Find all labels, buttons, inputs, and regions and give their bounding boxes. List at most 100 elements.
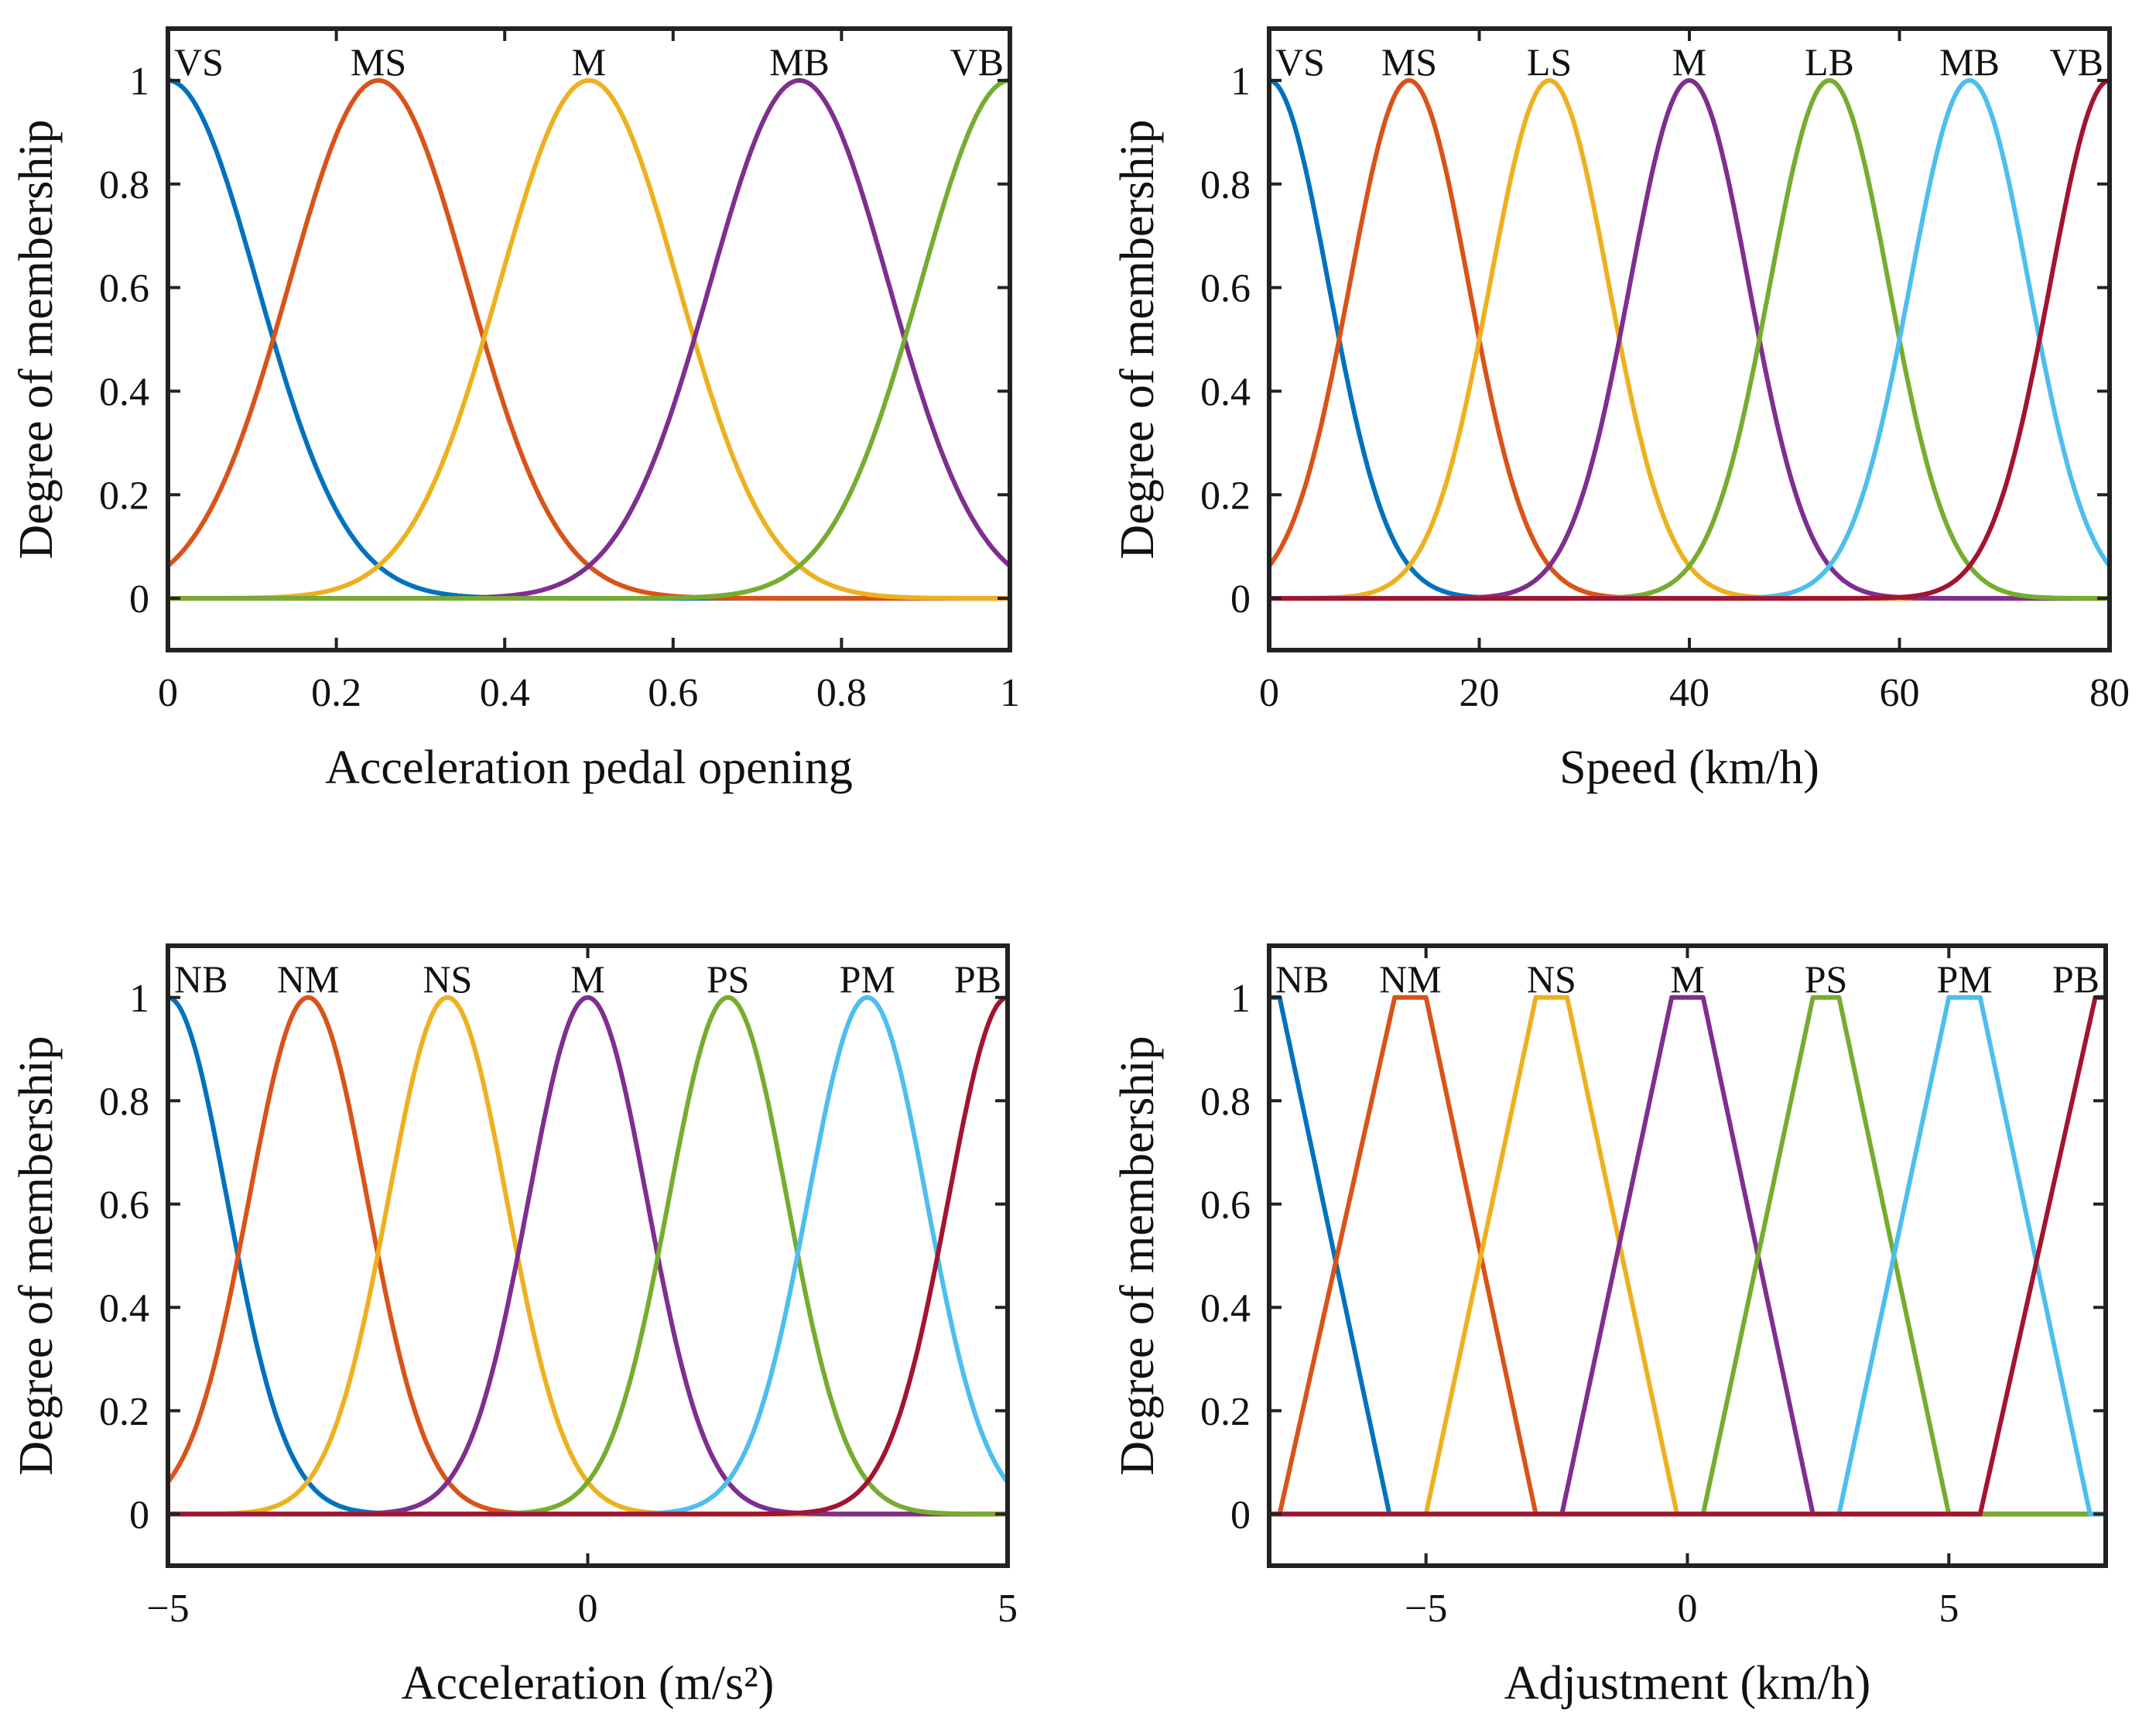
y-tick-label: 0.2 bbox=[1200, 474, 1251, 518]
y-tick-label: 0 bbox=[129, 1493, 149, 1537]
y-tick-label: 0.2 bbox=[99, 474, 149, 518]
y-tick-label: 0.4 bbox=[99, 1286, 149, 1330]
series-line-vb bbox=[1269, 77, 2110, 601]
series-line-ps bbox=[168, 995, 1008, 1517]
y-tick-label: 0.6 bbox=[99, 267, 149, 311]
term-label-ns: NS bbox=[1527, 957, 1576, 1001]
x-tick-label: 5 bbox=[1939, 1587, 1959, 1631]
y-axis-label: Degree of membership bbox=[1111, 119, 1164, 559]
chart-panel-1: 0 0.2 0.4 0.6 0.8 1 0 0.2 0.4 0.6 0.8 1 Acceleration… bbox=[10, 26, 1020, 794]
y-tick-label: 0.8 bbox=[1200, 163, 1251, 207]
term-label-pm: PM bbox=[840, 957, 895, 1001]
y-tick-label: 0.2 bbox=[1200, 1390, 1251, 1434]
y-tick-label: 0.2 bbox=[99, 1390, 149, 1434]
term-label-vb: VB bbox=[950, 40, 1004, 84]
term-label-ps: PS bbox=[707, 957, 750, 1001]
y-tick-label: 0.8 bbox=[99, 1080, 149, 1124]
y-tick-label: 0.8 bbox=[99, 163, 149, 207]
series-line-vb bbox=[168, 77, 1010, 601]
y-tick-label: 0.4 bbox=[1200, 370, 1251, 414]
y-tick-label: 0.6 bbox=[1200, 267, 1251, 311]
series-line-m bbox=[1269, 995, 2106, 1517]
series-line-nm bbox=[1269, 995, 2106, 1517]
term-label-lb: LB bbox=[1805, 40, 1854, 84]
series-line-nb bbox=[1269, 995, 2106, 1517]
series-line-m bbox=[168, 995, 1008, 1517]
x-tick-label: 0 bbox=[578, 1587, 598, 1631]
term-label-vb: VB bbox=[2050, 40, 2103, 84]
series-line-nb bbox=[168, 995, 1008, 1517]
y-tick-label: 1 bbox=[129, 977, 149, 1021]
term-label-ns: NS bbox=[423, 957, 472, 1001]
y-tick-label: 0 bbox=[1230, 577, 1251, 621]
x-tick-label: 20 bbox=[1460, 671, 1500, 715]
y-tick-label: 0.8 bbox=[1200, 1080, 1251, 1124]
term-label-pm: PM bbox=[1936, 957, 1992, 1001]
series-line-ps bbox=[1269, 995, 2106, 1517]
x-tick-label: 0 bbox=[1259, 671, 1279, 715]
term-label-m: M bbox=[1670, 957, 1704, 1001]
series-line-lb bbox=[1269, 78, 2110, 601]
term-label-pb: PB bbox=[2052, 957, 2100, 1001]
series-line-pb bbox=[1269, 995, 2106, 1517]
chart-panel-4: −5 0 5 0 0.2 0.4 0.6 0.8 1 Adjustment (km/h) Degre… bbox=[1111, 943, 2108, 1710]
series-line-pb bbox=[168, 995, 1008, 1517]
series-line-m bbox=[1269, 77, 2110, 601]
series-line-ms bbox=[1269, 78, 2110, 601]
y-tick-label: 0.6 bbox=[1200, 1183, 1251, 1227]
x-tick-label: 5 bbox=[998, 1587, 1018, 1631]
x-axis-label: Speed (km/h) bbox=[1559, 741, 1819, 794]
term-label-pb: PB bbox=[954, 957, 1001, 1001]
series-line-vs bbox=[168, 77, 1010, 601]
series-line-ms bbox=[168, 77, 1010, 601]
term-label-ls: LS bbox=[1527, 40, 1572, 84]
y-axis-label: Degree of membership bbox=[1111, 1036, 1164, 1475]
term-label-m: M bbox=[1672, 40, 1706, 84]
series-line-ns bbox=[1269, 995, 2106, 1517]
y-axis-label: Degree of membership bbox=[10, 1036, 63, 1475]
y-tick-label: 0.4 bbox=[99, 370, 149, 414]
axes-frame bbox=[166, 943, 1010, 1568]
term-label-m: M bbox=[570, 957, 604, 1001]
x-tick-label: 0.2 bbox=[311, 671, 361, 715]
y-tick-label: 1 bbox=[1230, 60, 1251, 104]
series-line-mb bbox=[1269, 78, 2110, 601]
series-line-pm bbox=[168, 995, 1008, 1517]
y-tick-label: 0.6 bbox=[99, 1183, 149, 1227]
chart-panel-2: 0 20 40 60 80 0 0.2 0.4 0.6 0.8 1 Speed (km/h) Degre… bbox=[1111, 26, 2130, 794]
y-tick-label: 0.4 bbox=[1200, 1286, 1251, 1330]
x-tick-label: 40 bbox=[1669, 671, 1709, 715]
x-tick-label: 0.8 bbox=[816, 671, 867, 715]
series-line-ns bbox=[168, 995, 1008, 1517]
term-label-nm: NM bbox=[1379, 957, 1442, 1001]
term-label-vs: VS bbox=[174, 40, 224, 84]
x-axis-label: Adjustment (km/h) bbox=[1504, 1657, 1871, 1710]
series-line-pm bbox=[1269, 995, 2106, 1517]
term-label-m: M bbox=[572, 40, 606, 84]
x-axis-label: Acceleration (m/s²) bbox=[402, 1657, 775, 1710]
y-tick-label: 0 bbox=[129, 577, 149, 621]
series-group bbox=[168, 995, 1008, 1517]
term-label-ps: PS bbox=[1805, 957, 1848, 1001]
x-tick-label: 80 bbox=[2089, 671, 2130, 715]
x-tick-label: −5 bbox=[146, 1587, 189, 1631]
series-group bbox=[1269, 995, 2106, 1517]
axes-frame bbox=[166, 26, 1012, 652]
term-label-ms: MS bbox=[1381, 40, 1437, 84]
term-label-nm: NM bbox=[277, 957, 340, 1001]
series-line-m bbox=[168, 77, 1010, 601]
y-tick-label: 1 bbox=[1230, 977, 1251, 1021]
x-tick-label: 0.6 bbox=[648, 671, 698, 715]
x-tick-label: 1 bbox=[1000, 671, 1020, 715]
y-axis-label: Degree of membership bbox=[10, 119, 63, 559]
series-line-mb bbox=[168, 77, 1010, 601]
x-tick-label: 0 bbox=[158, 671, 178, 715]
x-tick-label: 60 bbox=[1880, 671, 1920, 715]
y-tick-label: 0 bbox=[1230, 1493, 1251, 1537]
term-label-nb: NB bbox=[174, 957, 228, 1001]
axes-frame bbox=[1267, 26, 2112, 652]
series-group bbox=[168, 77, 1010, 601]
x-tick-label: −5 bbox=[1405, 1587, 1447, 1631]
term-label-vs: VS bbox=[1275, 40, 1325, 84]
